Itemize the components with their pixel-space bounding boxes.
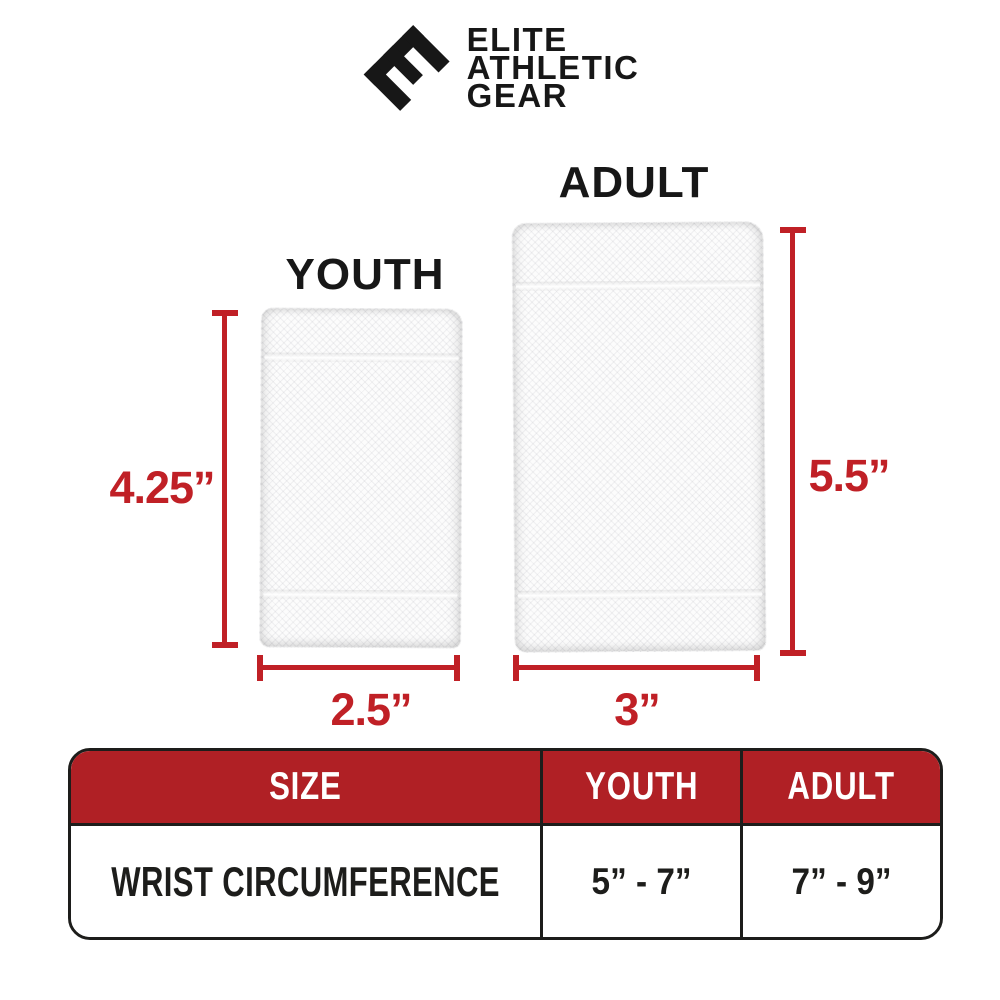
header-cell-adult: ADULT xyxy=(740,751,940,823)
size-table-header-row: SIZE YOUTH ADULT xyxy=(71,751,940,826)
header-cell-youth-label: YOUTH xyxy=(585,765,699,808)
size-table: SIZE YOUTH ADULT WRIST CIRCUMFERENCE 5” … xyxy=(68,748,943,940)
adult-height-value: 5.5” xyxy=(808,450,890,501)
brand-wordmark-line: ATHLETIC xyxy=(466,49,640,86)
brand-logo-icon xyxy=(363,25,450,111)
hem-seam xyxy=(518,589,763,600)
youth-label: YOUTH xyxy=(285,250,445,299)
hem-seam xyxy=(263,589,458,600)
brand-wordmark-line: ELITE xyxy=(466,21,568,58)
header-cell-size: SIZE xyxy=(71,751,540,823)
wrist-circumference-label: WRIST CIRCUMFERENCE xyxy=(111,857,500,905)
youth-range-value: 5” - 7” xyxy=(591,860,692,902)
adult-label: ADULT xyxy=(558,158,710,207)
cell-wrist-circumference: WRIST CIRCUMFERENCE xyxy=(71,826,540,937)
adult-range-value: 7” - 9” xyxy=(791,860,892,902)
brand-logo: ELITE ATHLETIC GEAR xyxy=(361,22,640,114)
youth-wristband-image xyxy=(259,307,463,649)
adult-width-dimension-line xyxy=(514,665,759,670)
youth-height-value: 4.25” xyxy=(109,462,215,513)
cell-adult-range: 7” - 9” xyxy=(740,826,940,937)
youth-width-dimension-line xyxy=(258,665,459,670)
adult-width-value: 3” xyxy=(614,684,661,735)
brand-wordmark-line: GEAR xyxy=(466,77,568,114)
size-table-body-row: WRIST CIRCUMFERENCE 5” - 7” 7” - 9” xyxy=(71,826,940,937)
brand-wordmark: ELITE ATHLETIC GEAR xyxy=(466,21,640,114)
cuff-seam xyxy=(515,280,760,291)
cuff-seam xyxy=(264,352,459,363)
header-cell-youth: YOUTH xyxy=(540,751,740,823)
cell-youth-range: 5” - 7” xyxy=(540,826,740,937)
adult-height-dimension-line xyxy=(790,228,795,655)
adult-wristband-image xyxy=(511,221,767,653)
header-cell-adult-label: ADULT xyxy=(787,765,896,808)
youth-height-dimension-line xyxy=(222,311,227,647)
header-cell-size-label: SIZE xyxy=(269,765,342,808)
youth-width-value: 2.5” xyxy=(330,684,412,735)
